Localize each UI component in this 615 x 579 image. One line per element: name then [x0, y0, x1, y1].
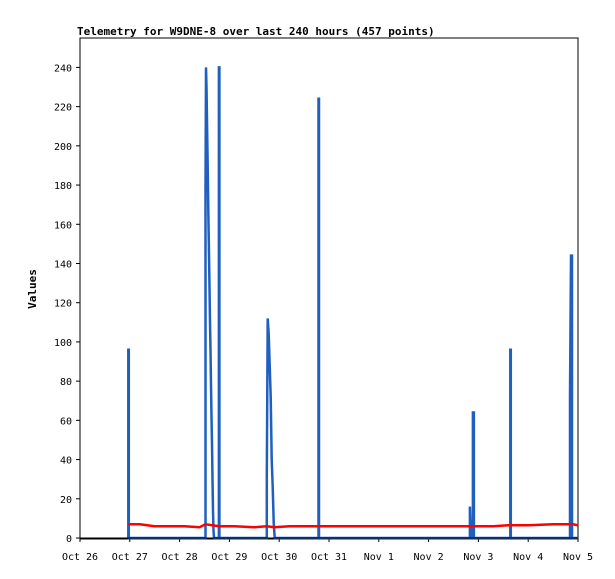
y-tick-label: 100	[54, 338, 72, 349]
y-tick-label: 20	[60, 495, 72, 506]
y-tick-label: 160	[54, 220, 72, 231]
y-tick-label: 120	[54, 299, 72, 310]
x-tick-label: Nov 1	[364, 552, 394, 563]
x-tick-label: Nov 5	[563, 552, 593, 563]
x-tick-label: Nov 4	[513, 552, 543, 563]
y-ticks: 0 20 40 60 80 100 120 140 160 180 200 220 240	[54, 63, 80, 545]
x-tick-label: Oct 26	[62, 552, 98, 563]
x-tick-label: Nov 3	[463, 552, 493, 563]
x-tick-label: Oct 28	[162, 552, 198, 563]
x-tick-label: Oct 27	[112, 552, 148, 563]
y-tick-label: 40	[60, 456, 72, 467]
x-tick-label: Nov 2	[414, 552, 444, 563]
y-tick-label: 180	[54, 181, 72, 192]
y-tick-label: 60	[60, 416, 72, 427]
y-tick-label: 200	[54, 142, 72, 153]
y-tick-label: 140	[54, 259, 72, 270]
y-tick-label: 0	[66, 534, 72, 545]
y-tick-label: 80	[60, 377, 72, 388]
y-axis-label: Values	[26, 269, 39, 309]
x-tick-label: Oct 29	[211, 552, 247, 563]
y-tick-label: 220	[54, 103, 72, 114]
series-line-red	[128, 523, 579, 529]
y-tick-label: 240	[54, 63, 72, 74]
chart-title: Telemetry for W9DNE-8 over last 240 hour…	[77, 25, 435, 38]
x-tick-label: Oct 31	[311, 552, 347, 563]
x-tick-label: Oct 30	[261, 552, 297, 563]
